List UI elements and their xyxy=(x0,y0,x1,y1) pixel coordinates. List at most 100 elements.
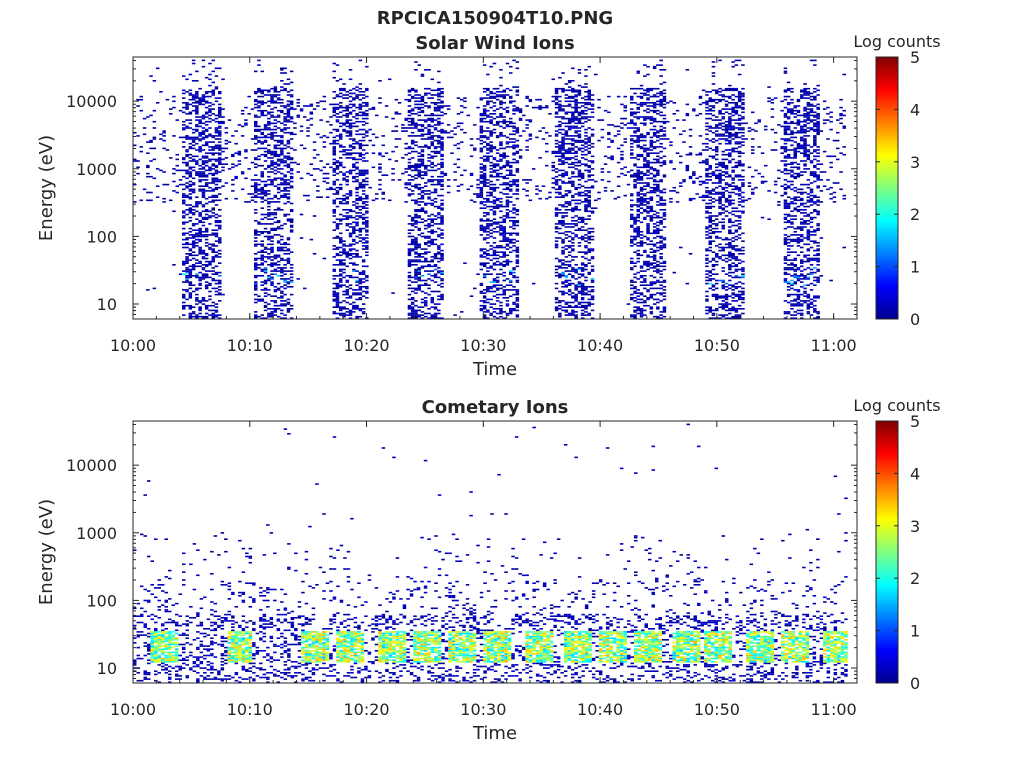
heatmap-cell xyxy=(427,251,431,253)
heatmap-cell xyxy=(522,130,526,132)
heatmap-cell xyxy=(211,314,215,316)
heatmap-cell xyxy=(440,172,444,175)
heatmap-cell xyxy=(567,105,572,107)
heatmap-cell xyxy=(185,105,189,107)
heatmap-cell xyxy=(254,188,258,191)
heatmap-cell xyxy=(630,314,634,316)
heatmap-cell xyxy=(270,276,274,279)
heatmap-cell xyxy=(286,141,291,143)
heatmap-cell xyxy=(263,248,268,250)
heatmap-cell xyxy=(195,204,199,206)
heatmap-cell xyxy=(358,111,363,114)
heatmap-cell xyxy=(564,314,569,316)
heatmap-cell xyxy=(414,174,418,176)
heatmap-cell xyxy=(361,238,366,241)
heatmap-cell xyxy=(499,293,503,296)
heatmap-cell xyxy=(590,103,595,106)
heatmap-cell xyxy=(267,111,271,114)
heatmap-cell xyxy=(469,144,474,147)
heatmap-cell xyxy=(260,111,264,114)
heatmap-cell xyxy=(584,306,588,308)
heatmap-cell xyxy=(499,133,503,136)
heatmap-cell xyxy=(182,264,186,266)
heatmap-cell xyxy=(273,155,278,158)
heatmap-cell xyxy=(388,158,392,161)
heatmap-cell xyxy=(561,89,565,92)
heatmap-cell xyxy=(574,141,578,143)
heatmap-cell xyxy=(407,127,412,129)
heatmap-cell xyxy=(280,196,284,198)
heatmap-cell xyxy=(577,251,582,253)
heatmap-cell xyxy=(352,116,356,118)
heatmap-cell xyxy=(312,108,317,110)
heatmap-cell xyxy=(440,95,444,98)
heatmap-cell xyxy=(342,150,346,153)
heatmap-cell xyxy=(188,196,193,198)
heatmap-cell xyxy=(515,169,520,172)
heatmap-cell xyxy=(633,102,637,104)
heatmap-cell xyxy=(420,103,425,106)
heatmap-cell xyxy=(280,304,284,307)
heatmap-cell xyxy=(280,102,284,104)
heatmap-cell xyxy=(440,237,444,239)
heatmap-cell xyxy=(342,243,346,246)
heatmap-cell xyxy=(410,157,415,159)
heatmap-cell xyxy=(208,102,212,104)
heatmap-cell xyxy=(188,268,193,271)
heatmap-cell xyxy=(361,227,366,230)
heatmap-cell xyxy=(590,268,595,271)
heatmap-cell xyxy=(482,256,487,258)
heatmap-cell xyxy=(446,136,451,139)
heatmap-cell xyxy=(283,113,287,115)
heatmap-cell xyxy=(191,312,196,315)
heatmap-cell xyxy=(211,287,215,290)
heatmap-cell xyxy=(286,94,291,96)
heatmap-cell xyxy=(332,201,336,203)
heatmap-cell xyxy=(211,188,215,191)
heatmap-cell xyxy=(626,183,631,186)
heatmap-cell xyxy=(289,221,294,224)
heatmap-cell xyxy=(584,314,588,316)
heatmap-cell xyxy=(463,100,467,103)
heatmap-cell xyxy=(489,164,493,167)
heatmap-cell xyxy=(574,304,578,307)
heatmap-cell xyxy=(185,169,189,172)
heatmap-cell xyxy=(276,163,281,165)
heatmap-cell xyxy=(630,245,634,247)
heatmap-cell xyxy=(254,100,258,103)
heatmap-cell xyxy=(358,153,363,156)
heatmap-cell xyxy=(218,67,222,70)
heatmap-cell xyxy=(270,246,274,249)
heatmap-cell xyxy=(263,155,268,158)
heatmap-cell xyxy=(433,314,438,316)
heatmap-cell xyxy=(433,238,438,241)
heatmap-cell xyxy=(512,204,516,206)
heatmap-cell xyxy=(234,142,238,145)
heatmap-cell xyxy=(476,106,480,109)
heatmap-cell xyxy=(502,254,506,257)
heatmap-cell xyxy=(502,279,506,282)
heatmap-cell xyxy=(509,246,513,249)
heatmap-cell xyxy=(561,223,565,225)
heatmap-cell xyxy=(479,142,484,145)
heatmap-cell xyxy=(188,304,193,307)
heatmap-cell xyxy=(584,194,588,197)
heatmap-cell xyxy=(361,144,366,147)
heatmap-cell xyxy=(437,146,441,148)
heatmap-cell xyxy=(430,306,434,308)
heatmap-cell xyxy=(502,157,506,159)
heatmap-cell xyxy=(410,164,415,167)
heatmap-cell xyxy=(198,306,202,308)
heatmap-cell xyxy=(502,119,506,121)
heatmap-cell xyxy=(430,202,434,205)
heatmap-cell xyxy=(201,210,206,213)
heatmap-cell xyxy=(509,226,513,228)
heatmap-cell xyxy=(299,109,304,112)
heatmap-cell xyxy=(378,188,382,191)
heatmap-cell xyxy=(505,201,510,203)
heatmap-cell xyxy=(440,130,444,132)
heatmap-cell xyxy=(191,242,196,244)
heatmap-cell xyxy=(479,139,484,142)
heatmap-cell xyxy=(358,108,363,110)
heatmap-cell xyxy=(289,108,294,110)
